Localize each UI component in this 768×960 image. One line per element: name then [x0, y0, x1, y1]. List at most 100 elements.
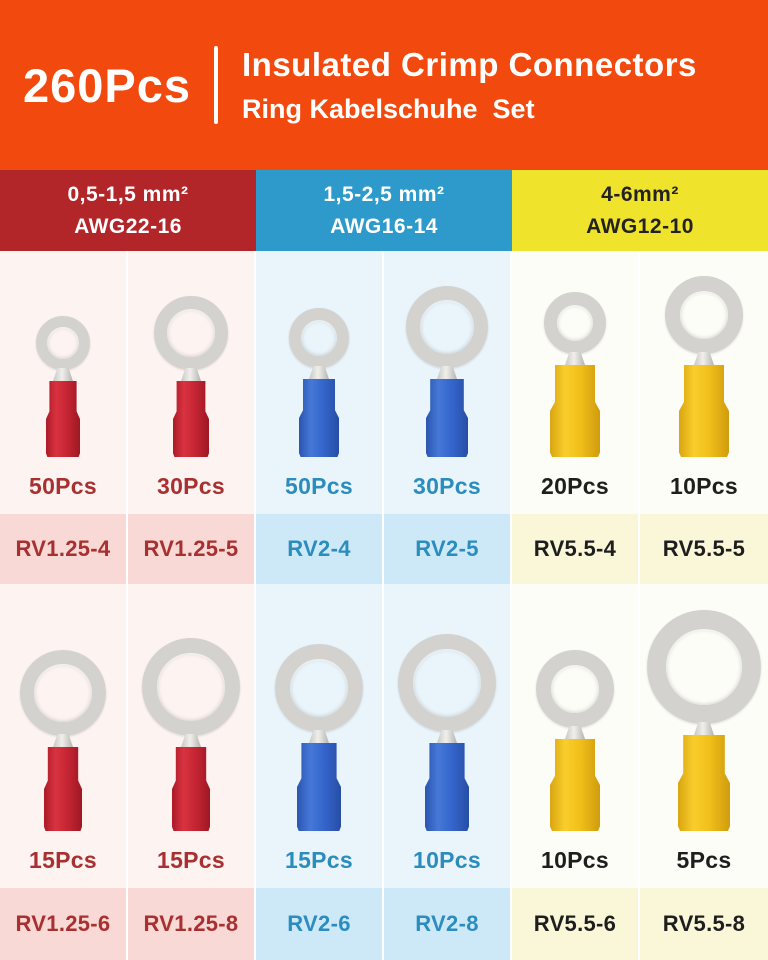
product-cell: 10Pcs RV5.5-6 — [512, 584, 640, 960]
terminal-ring — [154, 296, 228, 370]
product-cell: 15Pcs RV1.25-6 — [0, 584, 128, 960]
terminal-sleeve — [678, 735, 730, 831]
terminal-sleeve — [46, 381, 80, 457]
header-banner: 260Pcs Insulated Crimp Connectors Ring K… — [0, 0, 768, 170]
terminal-crimp-neck — [565, 726, 585, 739]
ring-terminal-image — [536, 650, 614, 831]
size-group-red: 0,5-1,5 mm² AWG22-16 — [0, 170, 256, 251]
product-cell: 10Pcs RV2-8 — [384, 584, 512, 960]
terminal-ring — [36, 316, 90, 370]
terminal-ring — [142, 638, 240, 736]
terminal-crimp-neck — [437, 730, 457, 743]
product-photo: 50Pcs — [256, 251, 382, 514]
terminal-sleeve — [173, 381, 209, 457]
piece-count: 15Pcs — [284, 847, 353, 873]
awg-range: AWG22-16 — [74, 214, 182, 238]
piece-count: 50Pcs — [28, 473, 97, 499]
terminal-crimp-neck — [437, 366, 457, 379]
awg-range: AWG12-10 — [586, 214, 694, 238]
product-photo: 5Pcs — [640, 584, 768, 888]
terminal-ring — [20, 650, 106, 736]
size-range: 1,5-2,5 mm² — [323, 183, 445, 206]
size-group-headers: 0,5-1,5 mm² AWG22-16 1,5-2,5 mm² AWG16-1… — [0, 170, 768, 251]
product-cell: 20Pcs RV5.5-4 — [512, 251, 640, 584]
ring-terminal-image — [154, 296, 228, 457]
model-label: RV1.25-6 — [0, 888, 126, 960]
terminal-crimp-neck — [53, 368, 73, 381]
model-label: RV2-8 — [384, 888, 510, 960]
product-row-1: 50Pcs RV1.25-4 30Pcs RV1.25-5 — [0, 251, 768, 584]
size-range: 4-6mm² — [601, 183, 679, 206]
piece-count: 10Pcs — [412, 847, 481, 873]
ring-terminal-image — [275, 644, 363, 831]
size-range: 0,5-1,5 mm² — [67, 183, 189, 206]
piece-count: 5Pcs — [676, 847, 732, 873]
product-photo: 10Pcs — [640, 251, 768, 514]
terminal-ring — [406, 286, 488, 368]
model-label: RV2-4 — [256, 514, 382, 584]
ring-terminal-image — [36, 316, 90, 457]
terminal-sleeve — [679, 365, 729, 457]
size-group-yellow: 4-6mm² AWG12-10 — [512, 170, 768, 251]
product-title: Insulated Crimp Connectors — [242, 45, 697, 83]
piece-count: 15Pcs — [156, 847, 225, 873]
ring-terminal-image — [289, 308, 349, 457]
header-divider — [214, 46, 218, 124]
product-photo: 50Pcs — [0, 251, 126, 514]
model-label: RV5.5-4 — [512, 514, 638, 584]
product-photo: 10Pcs — [384, 584, 510, 888]
terminal-ring — [398, 634, 496, 732]
piece-count: 30Pcs — [412, 473, 481, 499]
terminal-crimp-neck — [53, 734, 73, 747]
terminal-sleeve — [550, 365, 600, 457]
piece-count: 50Pcs — [284, 473, 353, 499]
model-label: RV5.5-8 — [640, 888, 768, 960]
piece-count: 10Pcs — [669, 473, 738, 499]
ring-terminal-image — [665, 276, 743, 457]
product-photo: 15Pcs — [128, 584, 254, 888]
terminal-sleeve — [299, 379, 339, 457]
ring-terminal-image — [398, 634, 496, 831]
terminal-ring — [536, 650, 614, 728]
terminal-ring — [289, 308, 349, 368]
model-label: RV1.25-8 — [128, 888, 254, 960]
terminal-ring — [544, 292, 606, 354]
terminal-crimp-neck — [565, 352, 585, 365]
piece-count: 30Pcs — [156, 473, 225, 499]
model-label: RV1.25-5 — [128, 514, 254, 584]
product-photo: 30Pcs — [128, 251, 254, 514]
terminal-ring — [665, 276, 743, 354]
piece-count: 15Pcs — [28, 847, 97, 873]
total-count: 260Pcs — [22, 58, 192, 112]
terminal-crimp-neck — [694, 722, 714, 735]
size-group-blue: 1,5-2,5 mm² AWG16-14 — [256, 170, 512, 251]
product-cell: 50Pcs RV2-4 — [256, 251, 384, 584]
terminal-sleeve — [172, 747, 210, 831]
ring-terminal-image — [20, 650, 106, 831]
ring-terminal-image — [647, 610, 761, 831]
product-photo: 15Pcs — [0, 584, 126, 888]
header-titles: Insulated Crimp Connectors Ring Kabelsch… — [242, 46, 697, 125]
terminal-sleeve — [550, 739, 600, 831]
product-subtitle: Ring Kabelschuhe Set — [242, 93, 535, 124]
product-photo: 10Pcs — [512, 584, 638, 888]
product-photo: 20Pcs — [512, 251, 638, 514]
model-label: RV2-6 — [256, 888, 382, 960]
product-cell: 15Pcs RV2-6 — [256, 584, 384, 960]
model-label: RV5.5-6 — [512, 888, 638, 960]
terminal-sleeve — [44, 747, 82, 831]
terminal-sleeve — [425, 743, 469, 831]
terminal-sleeve — [426, 379, 468, 457]
product-photo: 30Pcs — [384, 251, 510, 514]
product-cell: 30Pcs RV1.25-5 — [128, 251, 256, 584]
product-photo: 15Pcs — [256, 584, 382, 888]
model-label: RV1.25-4 — [0, 514, 126, 584]
terminal-sleeve — [297, 743, 341, 831]
terminal-crimp-neck — [309, 730, 329, 743]
product-row-2: 15Pcs RV1.25-6 15Pcs RV1.25-8 — [0, 584, 768, 960]
product-cell: 30Pcs RV2-5 — [384, 251, 512, 584]
product-cell: 50Pcs RV1.25-4 — [0, 251, 128, 584]
piece-count: 10Pcs — [540, 847, 609, 873]
terminal-crimp-neck — [694, 352, 714, 365]
